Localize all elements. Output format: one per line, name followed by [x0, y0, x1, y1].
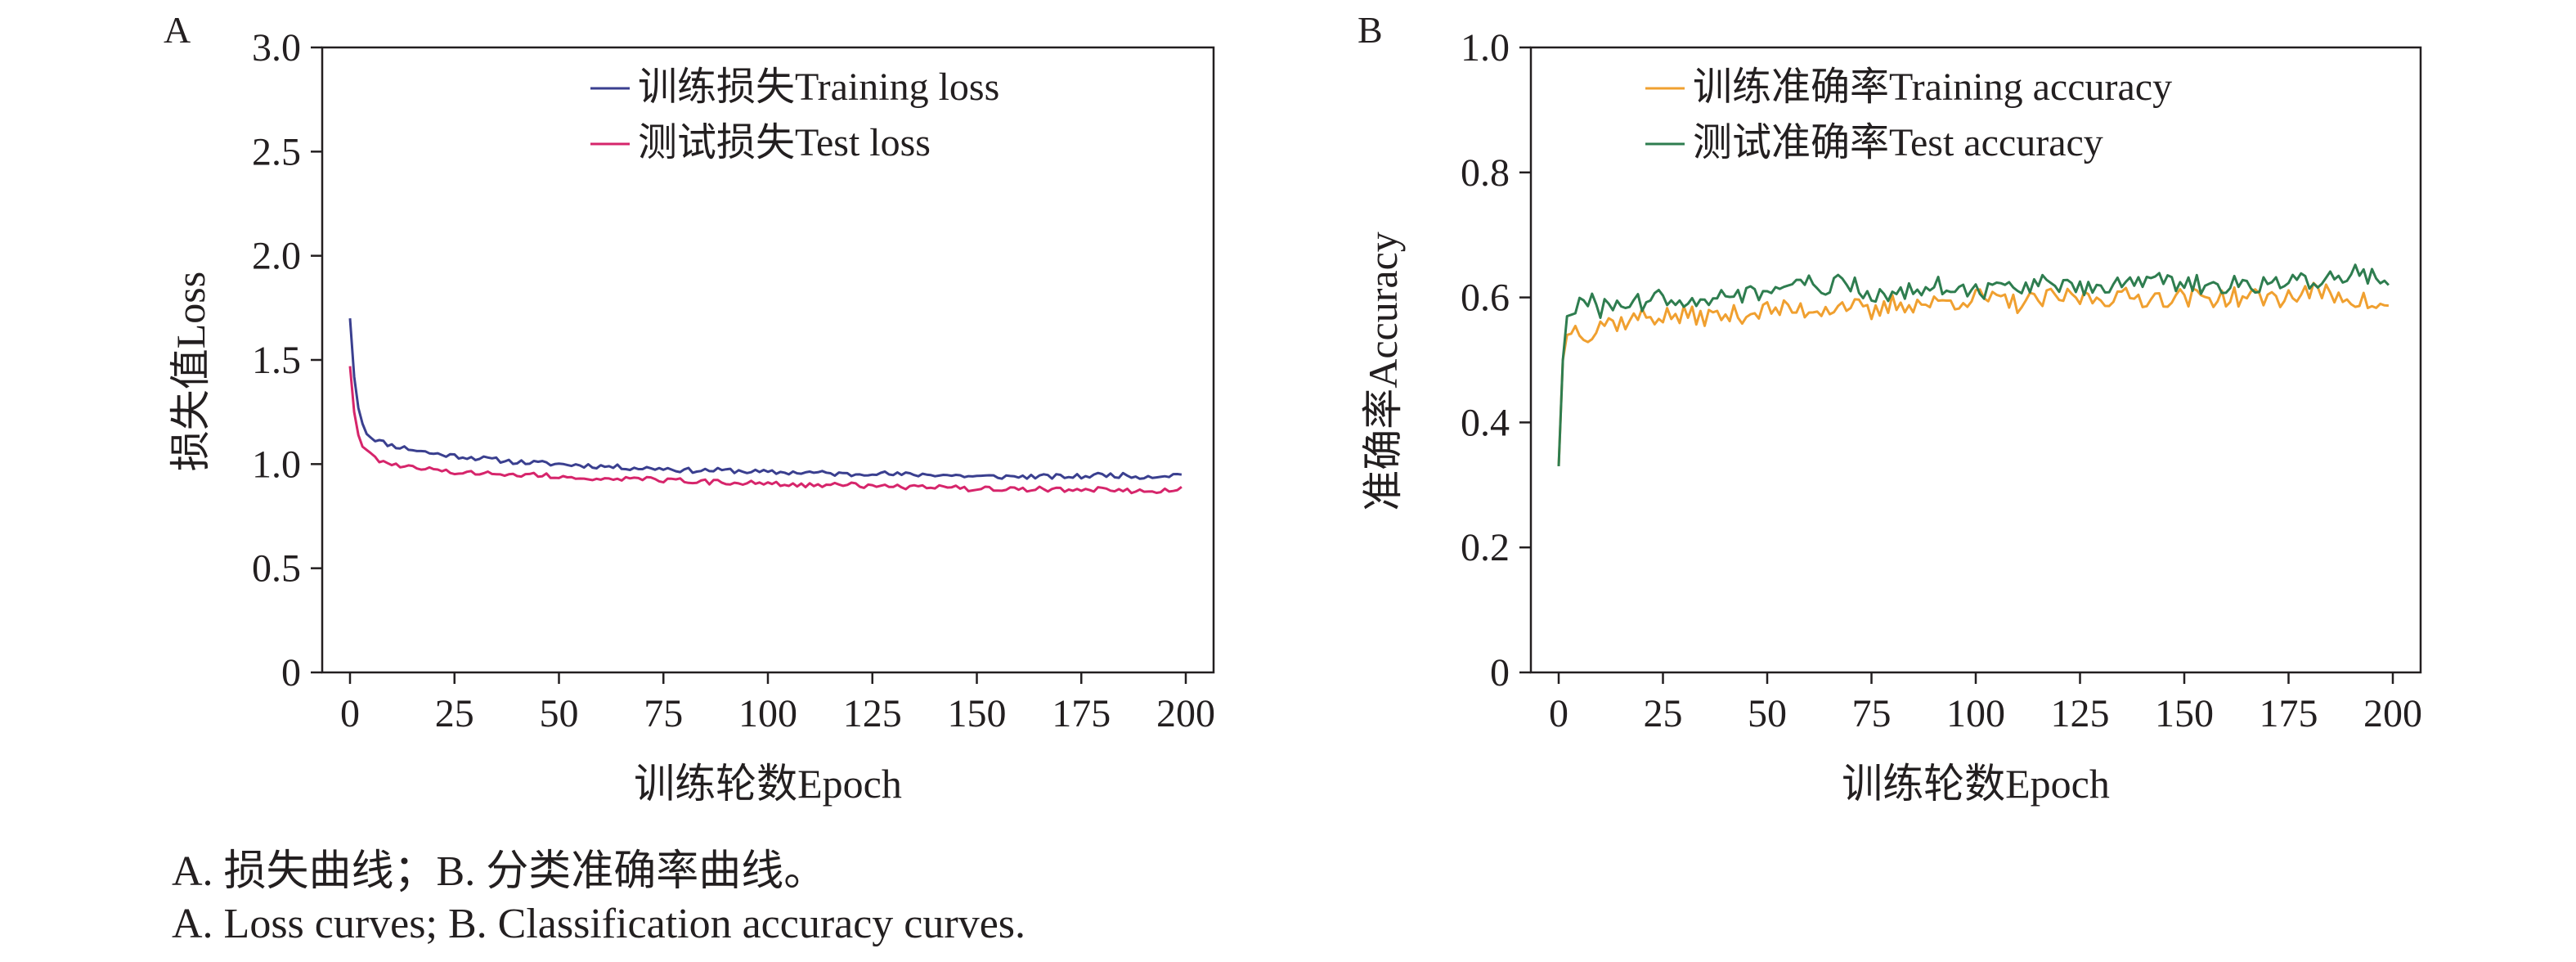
- y-tick-label: 0: [281, 651, 301, 695]
- y-tick-label: 2.0: [252, 235, 301, 278]
- legend-label: 训练准确率Training accuracy: [1693, 65, 2172, 109]
- y-tick-label: 3.0: [252, 26, 301, 70]
- x-tick-label: 150: [2155, 692, 2214, 735]
- x-tick-label: 50: [540, 692, 579, 735]
- x-tick-label: 175: [2260, 692, 2318, 735]
- panel-a-loss-chart: A 0 0.5 1.0 1.5 2.0 2.5 3.0 0 25 50 75 100 125 150 175 2…: [164, 9, 1215, 807]
- legend-label: 测试损失Test loss: [638, 121, 931, 164]
- figure-caption-english: A. Loss curves; B. Classification accura…: [172, 901, 1026, 947]
- y-tick-label: 0.2: [1461, 526, 1510, 569]
- x-tick-label: 25: [435, 692, 474, 735]
- y-tick-label: 1.0: [252, 443, 301, 486]
- x-tick-label: 0: [1549, 692, 1568, 735]
- y-tick-label: 0.5: [252, 547, 301, 591]
- x-tick-label: 25: [1644, 692, 1683, 735]
- x-tick-label: 75: [1852, 692, 1892, 735]
- x-tick-label: 125: [843, 692, 902, 735]
- y-axis-title: 损失值Loss: [168, 272, 213, 471]
- x-tick-label: 75: [644, 692, 683, 735]
- legend-label: 测试准确率Test accuracy: [1693, 121, 2103, 164]
- series-line: [348, 317, 1183, 480]
- y-tick-label: 0.4: [1461, 401, 1510, 444]
- x-tick-label: 50: [1748, 692, 1787, 735]
- y-axis-title: 准确率Accuracy: [1360, 232, 1406, 511]
- panel-label: B: [1358, 9, 1383, 51]
- x-tick-label: 150: [948, 692, 1007, 735]
- y-tick-label: 0.6: [1461, 276, 1510, 320]
- y-tick-label: 0: [1490, 651, 1510, 695]
- x-tick-label: 200: [1156, 692, 1215, 735]
- series-line: [1557, 281, 2389, 466]
- y-tick-label: 1.0: [1461, 26, 1510, 70]
- x-tick-label: 200: [2363, 692, 2422, 735]
- y-tick-label: 0.8: [1461, 151, 1510, 195]
- x-axis-title: 训练轮数Epoch: [1842, 761, 2110, 807]
- x-tick-label: 125: [2051, 692, 2110, 735]
- series-line: [1557, 263, 2390, 466]
- panel-label: A: [164, 9, 191, 51]
- y-tick-label: 1.5: [252, 339, 301, 382]
- x-tick-label: 175: [1052, 692, 1111, 735]
- y-tick-label: 2.5: [252, 130, 301, 173]
- x-tick-label: 100: [1946, 692, 2005, 735]
- panel-b-accuracy-chart: B 0 0.2 0.4 0.6 0.8 1.0 0 25 50 75 100 125 150 175 200 训…: [1358, 9, 2422, 807]
- x-tick-label: 0: [340, 692, 360, 735]
- figure-caption-chinese: A. 损失曲线；B. 分类准确率曲线。: [172, 848, 827, 895]
- x-axis-title: 训练轮数Epoch: [634, 761, 902, 807]
- x-tick-label: 100: [738, 692, 797, 735]
- legend-label: 训练损失Training loss: [638, 65, 999, 109]
- series-line: [348, 366, 1183, 495]
